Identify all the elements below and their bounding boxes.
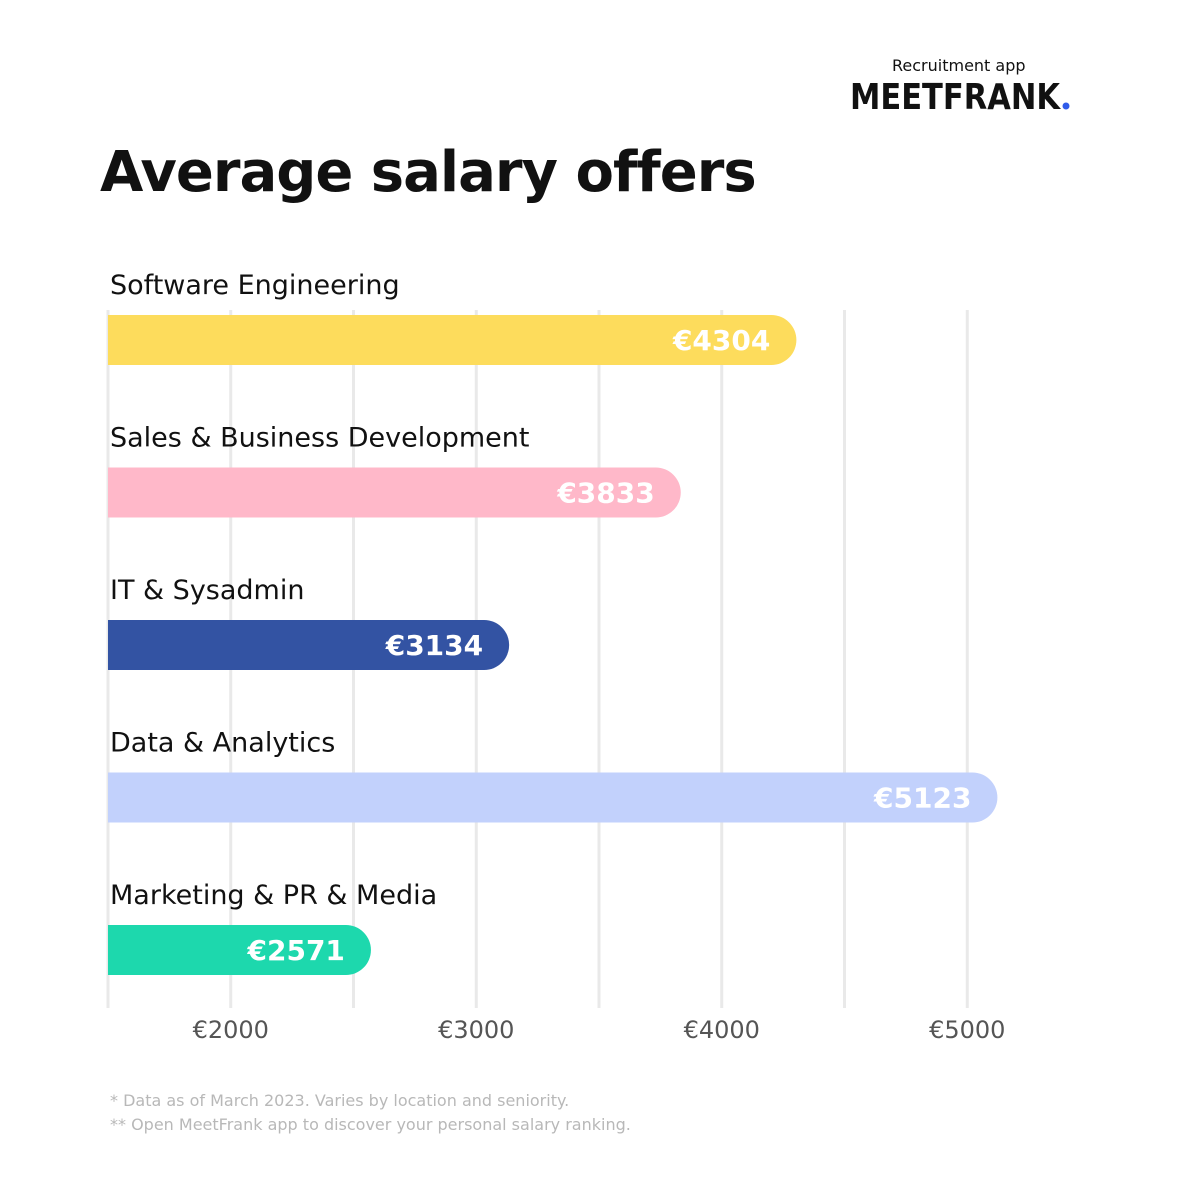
bar bbox=[108, 315, 797, 365]
footnote-data-date: * Data as of March 2023. Varies by locat… bbox=[110, 1091, 570, 1110]
bar-value-label: €4304 bbox=[672, 324, 770, 357]
footnote-app-promo: ** Open MeetFrank app to discover your p… bbox=[110, 1115, 631, 1134]
x-tick-label: €5000 bbox=[929, 1016, 1005, 1044]
category-label: IT & Sysadmin bbox=[110, 575, 304, 606]
category-label: Software Engineering bbox=[110, 270, 400, 301]
category-label: Data & Analytics bbox=[110, 728, 335, 759]
category-label: Marketing & PR & Media bbox=[110, 880, 437, 911]
bar-value-label: €3833 bbox=[556, 477, 654, 510]
bar bbox=[108, 467, 681, 518]
bar-value-label: €5123 bbox=[873, 782, 971, 815]
x-tick-label: €2000 bbox=[193, 1016, 269, 1044]
bars: Software Engineering €4304 Sales & Busines… bbox=[108, 270, 998, 975]
x-tick-label: €4000 bbox=[684, 1016, 760, 1044]
bar-value-label: €3134 bbox=[385, 629, 483, 662]
brand-tagline: Recruitment app bbox=[892, 56, 1026, 75]
bar bbox=[108, 620, 510, 670]
bar bbox=[108, 772, 998, 823]
bar bbox=[108, 925, 371, 975]
x-tick-label: €3000 bbox=[438, 1016, 514, 1044]
category-label: Sales & Business Development bbox=[110, 423, 530, 454]
x-axis-ticks: €2000 €3000 €4000 €5000 bbox=[193, 1016, 1006, 1044]
bar-value-label: €2571 bbox=[247, 934, 345, 967]
chart-title: Average salary offers bbox=[100, 140, 757, 205]
